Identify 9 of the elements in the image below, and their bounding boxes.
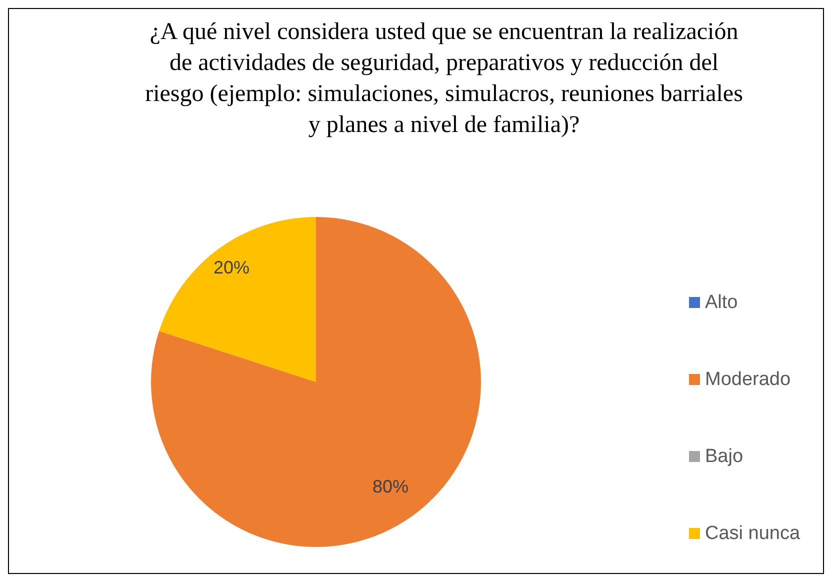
- data-label: 20%: [213, 258, 250, 278]
- chart-title: ¿A qué nivel considera usted que se encuentran la realización de actividades de seguridad, preparativos y reducción del riesgo (ejemplo: simulaciones, simulacros, reuniones barriales y planes a nivel de familia)?: [144, 18, 744, 140]
- data-label: 80%: [372, 476, 409, 496]
- legend-label: Moderado: [705, 368, 791, 390]
- legend-label: Casi nunca: [705, 522, 800, 544]
- pie-slice: [159, 217, 316, 382]
- legend-label: Bajo: [705, 446, 744, 468]
- pie-slice: [151, 217, 481, 547]
- legend-label: Alto: [705, 292, 738, 314]
